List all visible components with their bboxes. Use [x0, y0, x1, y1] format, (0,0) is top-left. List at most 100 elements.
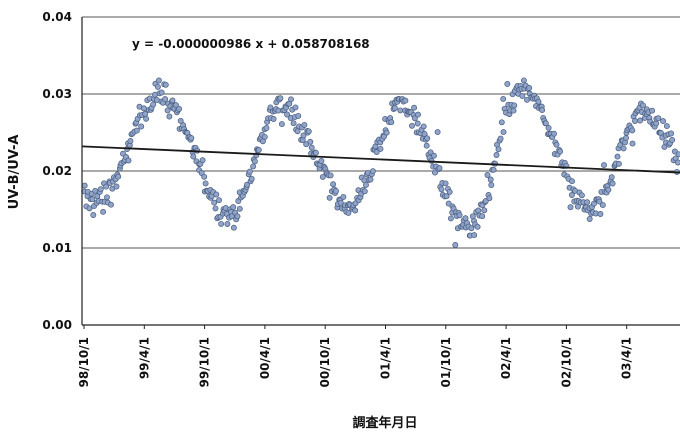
data-point	[173, 102, 179, 109]
data-point	[420, 123, 427, 130]
x-tick-label: 02/4/1	[499, 337, 513, 379]
data-point	[663, 123, 670, 130]
data-point	[218, 220, 225, 227]
data-point	[446, 188, 453, 195]
data-point	[125, 157, 132, 164]
data-point	[292, 104, 299, 111]
data-point	[590, 200, 597, 207]
x-tick-label: 99/4/1	[137, 337, 151, 379]
data-point	[162, 81, 169, 88]
data-point	[228, 213, 235, 220]
data-point	[381, 133, 387, 140]
data-point	[86, 205, 93, 212]
data-point	[383, 129, 390, 136]
data-point	[497, 135, 504, 142]
data-point	[169, 97, 176, 104]
data-point	[261, 133, 268, 140]
data-point	[481, 207, 488, 214]
data-point	[162, 96, 169, 103]
data-point	[442, 180, 449, 187]
data-point	[176, 105, 183, 112]
data-point	[201, 173, 208, 180]
data-point	[675, 151, 680, 158]
data-point	[504, 80, 511, 87]
data-point	[224, 221, 231, 227]
data-point	[486, 195, 493, 202]
data-point	[462, 215, 469, 222]
data-point	[620, 145, 627, 152]
data-point	[542, 120, 549, 127]
data-point	[586, 216, 593, 222]
data-point	[668, 130, 675, 137]
data-point	[234, 213, 241, 220]
data-point	[596, 198, 603, 205]
data-point	[330, 181, 337, 188]
data-point	[373, 149, 380, 156]
data-point	[295, 112, 302, 119]
data-point	[674, 159, 680, 166]
data-point	[277, 95, 284, 102]
y-ticks: 0.00 0.01 0.02 0.03 0.04	[42, 10, 72, 332]
data-point	[609, 180, 616, 187]
data-point	[164, 107, 171, 114]
data-point	[411, 115, 418, 122]
data-point	[511, 102, 518, 109]
data-point	[599, 202, 606, 209]
data-point	[569, 178, 575, 185]
data-point	[479, 213, 486, 220]
data-point	[632, 118, 638, 124]
data-point	[143, 115, 150, 122]
data-point	[584, 199, 591, 206]
data-point	[104, 194, 110, 201]
data-point	[500, 129, 507, 136]
data-point	[402, 97, 409, 104]
data-point	[421, 131, 428, 137]
data-point	[81, 182, 88, 189]
data-point	[327, 172, 334, 179]
data-point	[495, 146, 502, 153]
data-point	[363, 181, 369, 188]
data-point	[649, 107, 656, 114]
data-point	[438, 186, 445, 193]
data-point	[471, 232, 478, 239]
y-tick-label: 0.04	[42, 10, 72, 24]
data-point	[629, 140, 636, 147]
x-tick-label: 99/10/1	[198, 337, 212, 388]
data-point	[545, 124, 552, 131]
data-point	[90, 212, 97, 218]
data-point	[551, 130, 557, 137]
data-point	[288, 96, 294, 103]
data-point	[199, 157, 206, 164]
data-point	[388, 119, 395, 126]
data-point	[608, 174, 615, 181]
data-point	[236, 205, 243, 212]
data-point	[605, 186, 612, 193]
data-point	[140, 105, 147, 112]
data-point	[397, 107, 404, 114]
y-tick-label: 0.02	[42, 164, 72, 178]
y-tick-label: 0.01	[42, 241, 72, 255]
data-point	[443, 193, 450, 200]
data-point	[411, 104, 418, 111]
data-point	[307, 138, 314, 145]
data-point	[270, 116, 277, 122]
gridlines	[82, 16, 680, 249]
data-point	[640, 102, 646, 109]
data-point	[415, 111, 421, 118]
data-point	[212, 205, 219, 212]
data-point	[615, 160, 622, 167]
data-point	[300, 132, 307, 139]
data-point	[133, 127, 140, 134]
data-point	[278, 121, 285, 128]
data-point	[535, 98, 542, 105]
axes	[81, 17, 680, 326]
y-tick-label: 0.03	[42, 87, 72, 101]
data-point	[230, 224, 237, 231]
data-point	[629, 127, 636, 134]
data-point	[369, 168, 376, 175]
data-point	[623, 135, 629, 141]
x-tick-label: 02/10/1	[559, 337, 573, 388]
data-point	[520, 77, 527, 84]
x-tick-label: 98/10/1	[77, 337, 91, 388]
data-point	[567, 204, 574, 211]
